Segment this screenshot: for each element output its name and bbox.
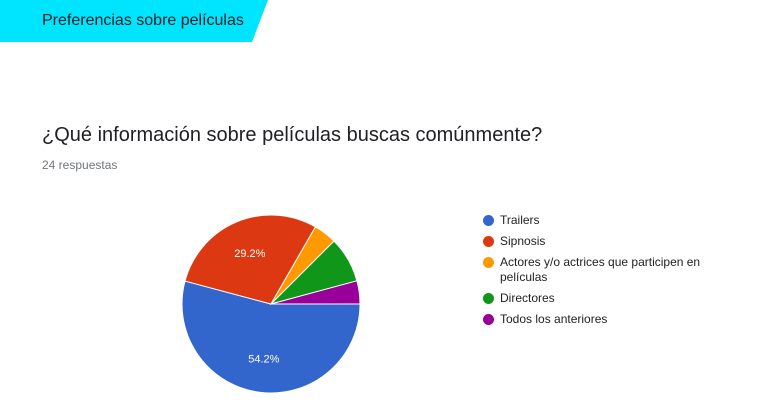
legend-label: Todos los anteriores <box>500 312 608 326</box>
legend-swatch <box>483 215 494 226</box>
section-tab-background <box>0 0 268 42</box>
pie-slice-1 <box>184 214 317 305</box>
chart-legend: Trailers Sipnosis Actores y/o actrices que… <box>483 213 723 333</box>
legend-item: Directores <box>483 291 723 306</box>
legend-label: Directores <box>500 291 555 305</box>
question-title: ¿Qué información sobre películas buscas … <box>42 124 543 146</box>
legend-item: Sipnosis <box>483 234 723 249</box>
legend-swatch <box>483 293 494 304</box>
legend-swatch <box>483 257 494 268</box>
pie-slice-4 <box>270 280 361 305</box>
section-title: Preferencias sobre películas <box>42 12 244 29</box>
pie-chart: 54.2% 29.2% <box>181 214 361 394</box>
legend-swatch <box>483 236 494 247</box>
legend-label: Sipnosis <box>500 234 546 248</box>
response-count: 24 respuestas <box>42 158 118 172</box>
legend-label: Trailers <box>500 213 540 227</box>
section-tab: Preferencias sobre películas <box>0 0 270 42</box>
legend-item: Todos los anteriores <box>483 312 723 327</box>
pie-slice-0 <box>181 280 361 394</box>
pie-slice-label-0: 54.2% <box>248 354 279 366</box>
legend-item: Actores y/o actrices que participen en p… <box>483 255 723 285</box>
pie-slice-label-1: 29.2% <box>234 248 265 260</box>
legend-label: Actores y/o actrices que participen en p… <box>500 255 701 284</box>
legend-swatch <box>483 314 494 325</box>
legend-item: Trailers <box>483 213 723 228</box>
